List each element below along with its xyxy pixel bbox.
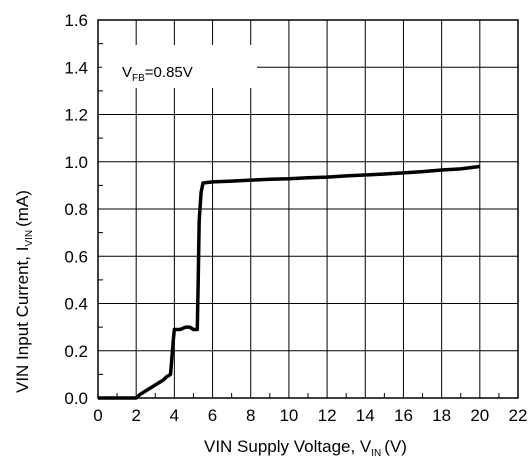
y-tick-label: 1.0: [64, 153, 88, 172]
y-tick-label: 1.4: [64, 58, 88, 77]
x-tick-label: 10: [279, 406, 298, 425]
x-tick-label: 16: [394, 406, 413, 425]
x-tick-label: 14: [356, 406, 375, 425]
x-tick-label: 18: [432, 406, 451, 425]
x-tick-label: 2: [131, 406, 140, 425]
x-tick-label: 12: [318, 406, 337, 425]
grid-lines: [98, 20, 518, 398]
x-tick-label: 0: [93, 406, 102, 425]
tick-marks: [98, 43, 500, 398]
y-tick-label: 0.8: [64, 200, 88, 219]
plot-frame: [97, 19, 519, 399]
x-tick-label: 4: [170, 406, 179, 425]
y-tick-labels: 0.0 0.2 0.4 0.6 0.8 1.0 1.2 1.4 1.6: [64, 11, 88, 408]
y-tick-label: 1.6: [64, 11, 88, 30]
x-tick-label: 8: [246, 406, 255, 425]
y-tick-label: 0.6: [64, 247, 88, 266]
y-tick-label: 0.0: [64, 389, 88, 408]
y-tick-label: 0.4: [64, 295, 88, 314]
x-tick-labels: 0 2 4 6 8 10 12 14 16 18 20 22: [93, 406, 527, 425]
series-line: [98, 164, 481, 400]
x-tick-label: 6: [208, 406, 217, 425]
y-tick-label: 1.2: [64, 106, 88, 125]
annotation-text: VFB=0.85V: [122, 64, 193, 84]
x-tick-label: 20: [470, 406, 489, 425]
y-axis-label: VIN Input Current, IVIN(mA): [13, 190, 35, 393]
x-axis-label: VIN Supply Voltage, VIN (V): [204, 437, 407, 459]
annotation-box: [102, 45, 257, 88]
x-tick-label: 22: [509, 406, 528, 425]
y-tick-label: 0.2: [64, 342, 88, 361]
